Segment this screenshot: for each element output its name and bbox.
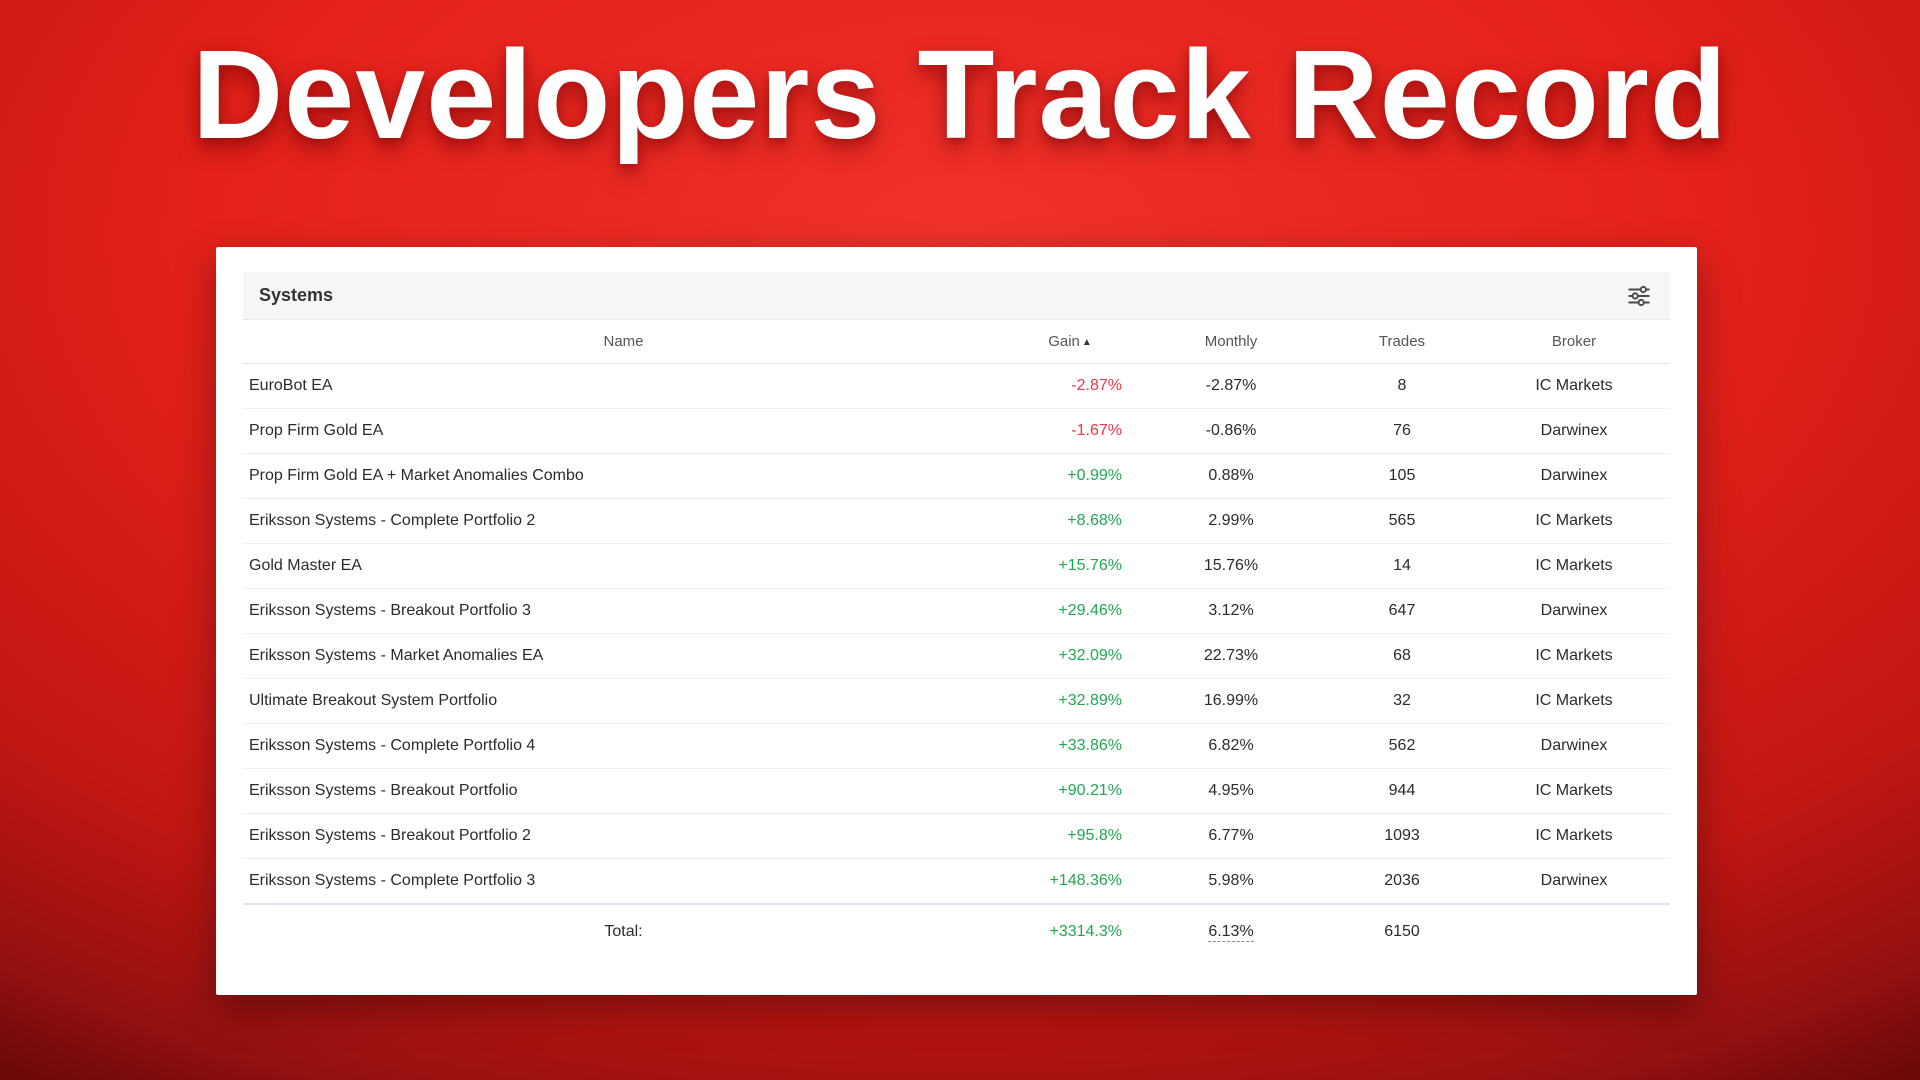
- system-gain: +148.36%: [1004, 858, 1136, 905]
- table-row[interactable]: Eriksson Systems - Breakout Portfolio 2 …: [243, 813, 1670, 859]
- system-name[interactable]: Eriksson Systems - Complete Portfolio 4: [243, 723, 1004, 769]
- system-gain: -2.87%: [1004, 363, 1136, 409]
- system-trades: 565: [1326, 498, 1478, 544]
- systems-panel: Systems Name Gain ▲ Monthly Trades Broker: [216, 247, 1697, 995]
- system-broker: Darwinex: [1478, 408, 1670, 454]
- system-trades: 14: [1326, 543, 1478, 589]
- total-trades: 6150: [1326, 903, 1478, 959]
- system-monthly: 0.88%: [1136, 453, 1326, 499]
- system-name[interactable]: Ultimate Breakout System Portfolio: [243, 678, 1004, 724]
- system-name[interactable]: Eriksson Systems - Market Anomalies EA: [243, 633, 1004, 679]
- system-gain: +90.21%: [1004, 768, 1136, 814]
- system-name[interactable]: Eriksson Systems - Breakout Portfolio: [243, 768, 1004, 814]
- system-monthly: 16.99%: [1136, 678, 1326, 724]
- table-row[interactable]: EuroBot EA -2.87% -2.87% 8 IC Markets: [243, 363, 1670, 409]
- system-monthly: 2.99%: [1136, 498, 1326, 544]
- system-name[interactable]: Eriksson Systems - Breakout Portfolio 2: [243, 813, 1004, 859]
- table-row[interactable]: Eriksson Systems - Breakout Portfolio 3 …: [243, 588, 1670, 634]
- total-gain: +3314.3%: [1004, 903, 1136, 959]
- system-gain: -1.67%: [1004, 408, 1136, 454]
- system-gain: +33.86%: [1004, 723, 1136, 769]
- system-trades: 1093: [1326, 813, 1478, 859]
- system-monthly: 22.73%: [1136, 633, 1326, 679]
- system-name[interactable]: Eriksson Systems - Complete Portfolio 2: [243, 498, 1004, 544]
- system-trades: 8: [1326, 363, 1478, 409]
- table-row[interactable]: Ultimate Breakout System Portfolio +32.8…: [243, 678, 1670, 724]
- total-monthly: 6.13%: [1136, 903, 1326, 959]
- table-row[interactable]: Eriksson Systems - Market Anomalies EA +…: [243, 633, 1670, 679]
- system-broker: Darwinex: [1478, 588, 1670, 634]
- system-broker: IC Markets: [1478, 813, 1670, 859]
- systems-table: Name Gain ▲ Monthly Trades Broker EuroBot…: [243, 320, 1670, 959]
- column-header-gain-label: Gain: [1048, 333, 1080, 350]
- total-label: Total:: [243, 903, 1004, 959]
- table-row[interactable]: Eriksson Systems - Complete Portfolio 2 …: [243, 498, 1670, 544]
- table-row[interactable]: Eriksson Systems - Breakout Portfolio +9…: [243, 768, 1670, 814]
- system-trades: 647: [1326, 588, 1478, 634]
- system-name[interactable]: Prop Firm Gold EA: [243, 408, 1004, 454]
- system-broker: IC Markets: [1478, 363, 1670, 409]
- system-broker: IC Markets: [1478, 678, 1670, 724]
- column-header-monthly[interactable]: Monthly: [1136, 320, 1326, 364]
- panel-title: Systems: [259, 285, 334, 305]
- column-header-row: Name Gain ▲ Monthly Trades Broker: [243, 320, 1670, 364]
- systems-table-body: EuroBot EA -2.87% -2.87% 8 IC Markets Pr…: [243, 363, 1670, 905]
- system-trades: 2036: [1326, 858, 1478, 905]
- system-monthly: -0.86%: [1136, 408, 1326, 454]
- system-monthly: -2.87%: [1136, 363, 1326, 409]
- system-name[interactable]: Eriksson Systems - Breakout Portfolio 3: [243, 588, 1004, 634]
- column-header-broker[interactable]: Broker: [1478, 320, 1670, 364]
- system-monthly: 3.12%: [1136, 588, 1326, 634]
- system-broker: IC Markets: [1478, 633, 1670, 679]
- system-gain: +95.8%: [1004, 813, 1136, 859]
- system-trades: 32: [1326, 678, 1478, 724]
- system-broker: IC Markets: [1478, 768, 1670, 814]
- system-name[interactable]: EuroBot EA: [243, 363, 1004, 409]
- system-gain: +0.99%: [1004, 453, 1136, 499]
- system-monthly: 6.77%: [1136, 813, 1326, 859]
- table-row[interactable]: Prop Firm Gold EA + Market Anomalies Com…: [243, 453, 1670, 499]
- system-gain: +8.68%: [1004, 498, 1136, 544]
- system-broker: Darwinex: [1478, 858, 1670, 905]
- system-name[interactable]: Gold Master EA: [243, 543, 1004, 589]
- filter-settings-icon[interactable]: [1624, 281, 1654, 311]
- column-header-name[interactable]: Name: [243, 320, 1004, 364]
- table-row[interactable]: Prop Firm Gold EA -1.67% -0.86% 76 Darwi…: [243, 408, 1670, 454]
- system-trades: 944: [1326, 768, 1478, 814]
- total-broker: [1478, 903, 1670, 959]
- total-row: Total: +3314.3% 6.13% 6150: [243, 903, 1670, 959]
- system-monthly: 5.98%: [1136, 858, 1326, 905]
- system-trades: 105: [1326, 453, 1478, 499]
- system-broker: IC Markets: [1478, 543, 1670, 589]
- system-trades: 562: [1326, 723, 1478, 769]
- system-monthly: 6.82%: [1136, 723, 1326, 769]
- system-trades: 76: [1326, 408, 1478, 454]
- column-header-trades[interactable]: Trades: [1326, 320, 1478, 364]
- system-gain: +15.76%: [1004, 543, 1136, 589]
- system-broker: Darwinex: [1478, 723, 1670, 769]
- system-broker: Darwinex: [1478, 453, 1670, 499]
- system-broker: IC Markets: [1478, 498, 1670, 544]
- table-row[interactable]: Eriksson Systems - Complete Portfolio 3 …: [243, 858, 1670, 905]
- system-name[interactable]: Prop Firm Gold EA + Market Anomalies Com…: [243, 453, 1004, 499]
- system-gain: +32.89%: [1004, 678, 1136, 724]
- table-row[interactable]: Eriksson Systems - Complete Portfolio 4 …: [243, 723, 1670, 769]
- table-row[interactable]: Gold Master EA +15.76% 15.76% 14 IC Mark…: [243, 543, 1670, 589]
- sort-asc-icon: ▲: [1081, 337, 1092, 348]
- panel-header: Systems: [243, 272, 1670, 320]
- system-gain: +29.46%: [1004, 588, 1136, 634]
- system-gain: +32.09%: [1004, 633, 1136, 679]
- total-monthly-value: 6.13%: [1208, 923, 1254, 942]
- column-header-gain[interactable]: Gain ▲: [1004, 320, 1136, 364]
- system-monthly: 15.76%: [1136, 543, 1326, 589]
- system-name[interactable]: Eriksson Systems - Complete Portfolio 3: [243, 858, 1004, 905]
- system-trades: 68: [1326, 633, 1478, 679]
- page-title: Developers Track Record: [192, 24, 1728, 165]
- system-monthly: 4.95%: [1136, 768, 1326, 814]
